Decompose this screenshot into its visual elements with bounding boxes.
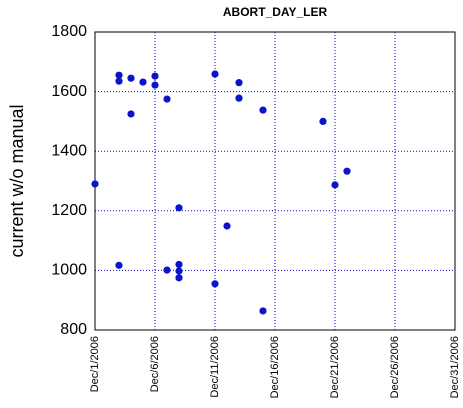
- y-tick-label: 1800: [51, 23, 87, 40]
- point: [319, 117, 327, 125]
- x-tick-label: Dec/6/2006: [149, 336, 161, 392]
- point: [175, 274, 183, 282]
- x-tick-label: Dec/16/2006: [269, 336, 281, 398]
- point: [211, 280, 219, 288]
- point: [175, 260, 183, 269]
- point: [223, 222, 231, 230]
- point: [115, 77, 123, 85]
- point: [211, 70, 219, 78]
- point: [235, 79, 243, 87]
- y-axis-label: current w/o manual: [7, 104, 27, 257]
- y-tick-label: 1600: [51, 83, 87, 100]
- y-tick-label: 800: [60, 321, 87, 338]
- x-tick-label: Dec/1/2006: [89, 336, 101, 392]
- point: [235, 94, 243, 102]
- point: [163, 95, 171, 103]
- y-tick-label: 1000: [51, 262, 87, 279]
- point: [127, 74, 135, 82]
- x-tick-label: Dec/26/2006: [389, 336, 401, 398]
- y-tick-label: 1200: [51, 202, 87, 219]
- point: [163, 266, 171, 274]
- x-tick-label: Dec/21/2006: [329, 336, 341, 398]
- point: [115, 71, 123, 79]
- point: [151, 72, 159, 80]
- point: [331, 181, 339, 189]
- point: [175, 267, 183, 275]
- point: [259, 106, 267, 114]
- y-tick-label: 1400: [51, 142, 87, 159]
- point: [343, 167, 351, 175]
- x-tick-label: Dec/11/2006: [209, 336, 221, 398]
- point: [127, 110, 135, 118]
- chart-title: ABORT_DAY_LER: [223, 5, 328, 19]
- point: [91, 180, 99, 188]
- point: [151, 81, 159, 89]
- point: [259, 307, 267, 315]
- x-tick-label: Dec/31/2006: [449, 336, 461, 398]
- point: [139, 78, 147, 86]
- plot-frame: [94, 31, 456, 331]
- point: [115, 261, 123, 269]
- point: [175, 204, 183, 212]
